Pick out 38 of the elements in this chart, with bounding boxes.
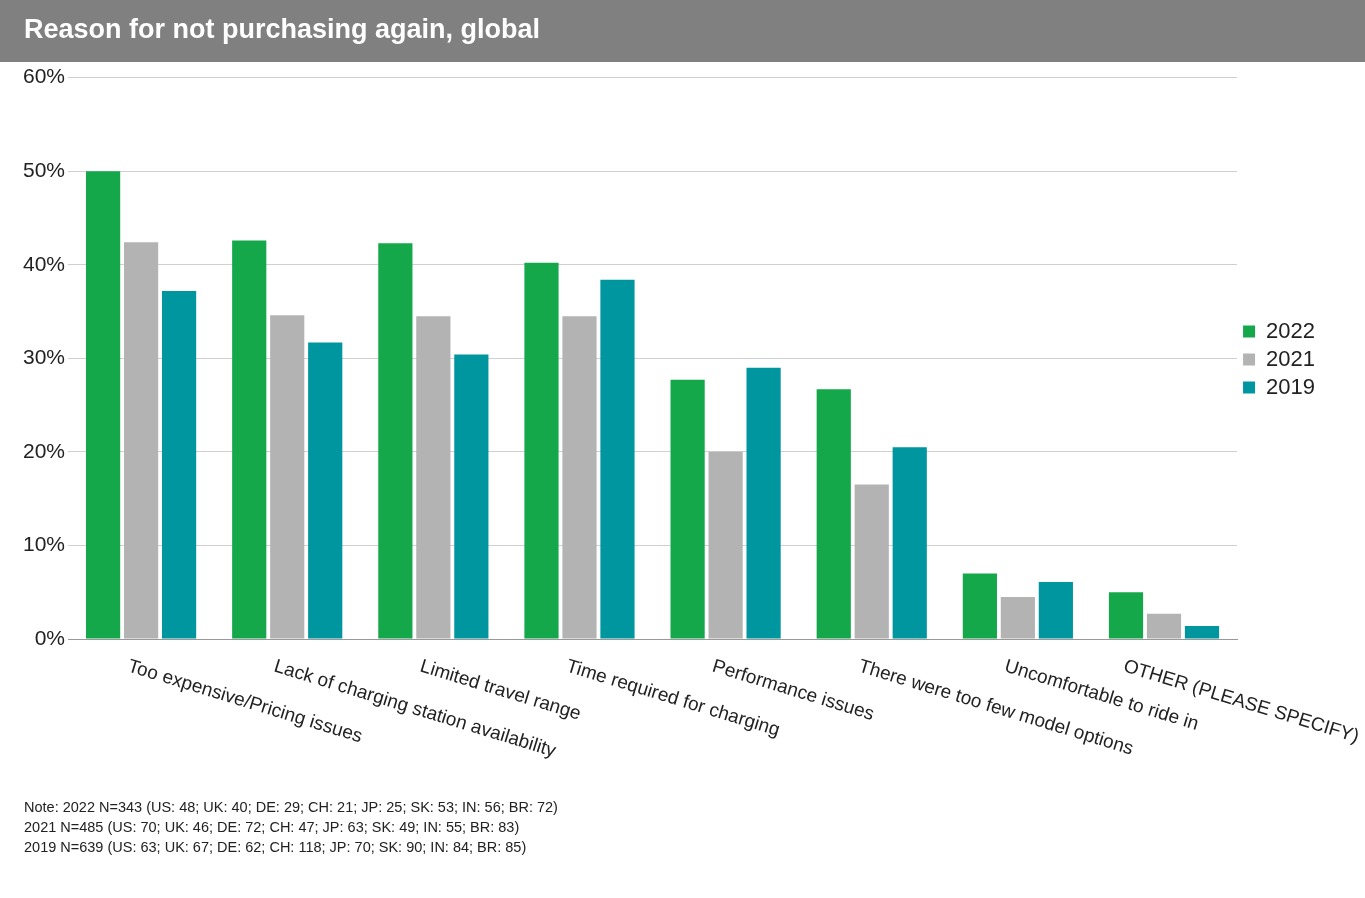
bar [270, 315, 305, 639]
bar [1146, 613, 1182, 639]
bar [1038, 581, 1073, 639]
text: 2019 N=639 (US: 63; UK: 67; DE: 62; CH: 118; JP: 70; SK: 90; IN: 84; BR: 85) [24, 838, 528, 857]
y-tick-label: 40% [23, 251, 66, 275]
legend-label: 2021 [1266, 345, 1316, 371]
text: Note: 2022 N=343 (US: 48; UK: 40; DE: 29; CH: 21; JP: 25; SK: 53; IN: 56; BR: 72) [24, 798, 559, 817]
bar [892, 447, 927, 639]
legend-label: 2019 [1266, 373, 1316, 399]
y-tick-label: 50% [23, 157, 66, 181]
bar [524, 262, 559, 639]
bar [86, 171, 121, 639]
y-tick-label: 10% [23, 532, 66, 556]
bar [816, 389, 851, 639]
chart-title: Reason for not purchasing again, global [0, 0, 1365, 62]
bar [562, 316, 597, 639]
y-tick-label: 20% [23, 438, 66, 462]
bar [1184, 625, 1220, 639]
legend-label: 2022 [1266, 317, 1316, 343]
bar [454, 354, 489, 639]
bar [308, 342, 343, 639]
bar [416, 316, 451, 639]
y-tick-label: 30% [23, 345, 66, 369]
text: 2021 N=485 (US: 70; UK: 46; DE: 72; CH: 47; JP: 63; SK: 49; IN: 55; BR: 83) [24, 818, 521, 837]
bar [962, 573, 997, 639]
bar [746, 367, 781, 639]
bar [378, 243, 413, 639]
y-tick-label: 0% [34, 625, 66, 649]
y-tick-label: 60% [23, 64, 66, 88]
bar [124, 242, 159, 639]
bar [670, 379, 705, 639]
bar [708, 451, 743, 639]
bar [232, 240, 267, 639]
bar [854, 484, 889, 639]
bar [600, 279, 635, 639]
bar [161, 290, 197, 639]
bar [1108, 592, 1144, 639]
bar [1000, 596, 1035, 639]
